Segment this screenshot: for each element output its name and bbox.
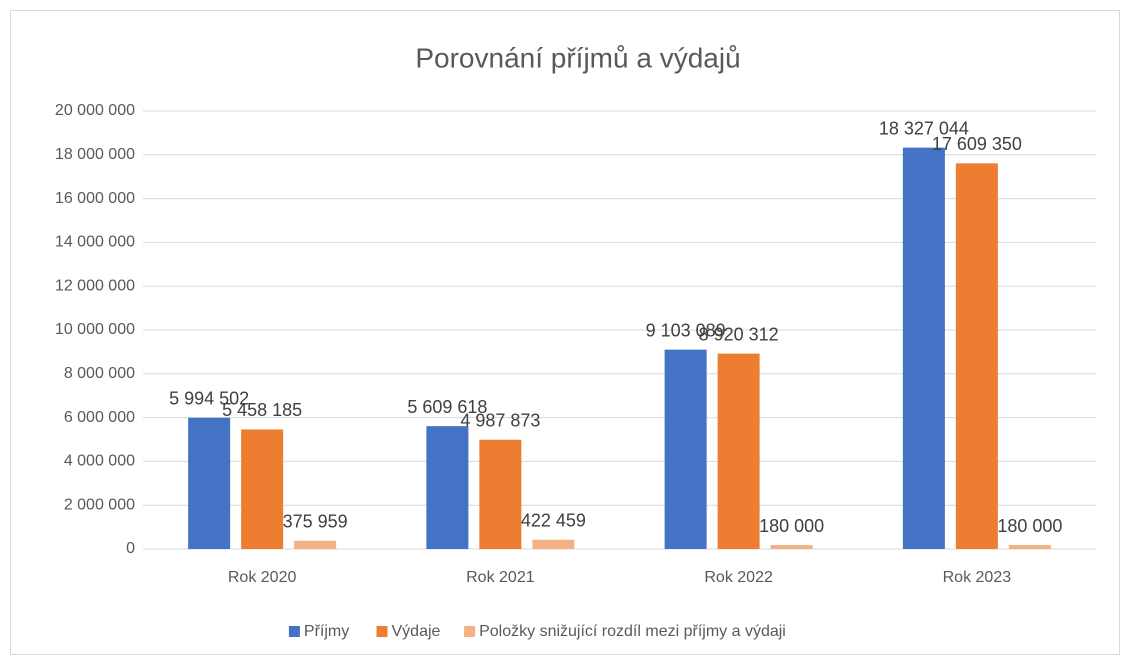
data-label: 5 458 185 — [222, 400, 302, 420]
data-label: 375 959 — [283, 512, 348, 532]
x-tick-label: Rok 2023 — [943, 569, 1012, 586]
y-tick-label: 4 000 000 — [64, 453, 135, 470]
data-label: 9 103 089 — [646, 320, 726, 340]
y-tick-label: 18 000 000 — [55, 146, 135, 163]
x-tick-label: Rok 2021 — [466, 569, 535, 586]
legend-swatch — [464, 626, 476, 637]
bar — [426, 426, 469, 549]
bar — [770, 545, 813, 549]
x-tick-label: Rok 2022 — [704, 569, 773, 586]
bar — [717, 353, 760, 549]
bar — [664, 349, 707, 549]
bar — [532, 539, 575, 549]
chart-border — [10, 10, 1120, 655]
chart-title: Porovnání příjmů a výdajů — [415, 42, 740, 73]
y-tick-label: 16 000 000 — [55, 190, 135, 207]
bar — [955, 163, 998, 550]
legend-swatch — [288, 626, 300, 637]
bar — [294, 540, 337, 549]
data-label: 8 920 312 — [699, 324, 779, 344]
data-label: 5 994 502 — [169, 388, 249, 408]
x-tick-label: Rok 2020 — [228, 569, 297, 586]
y-tick-label: 2 000 000 — [64, 496, 135, 513]
bar — [241, 429, 284, 549]
data-label: 180 000 — [997, 516, 1062, 536]
y-tick-label: 0 — [126, 540, 135, 557]
data-label: 180 000 — [759, 516, 824, 536]
y-tick-label: 14 000 000 — [55, 234, 135, 251]
bar — [1008, 545, 1051, 549]
y-tick-label: 6 000 000 — [64, 409, 135, 426]
data-label: 18 327 044 — [879, 118, 969, 138]
data-label: 4 987 873 — [460, 411, 540, 431]
data-label: 422 459 — [521, 510, 586, 530]
legend-label: Položky snižující rozdíl mezi příjmy a v… — [479, 623, 786, 640]
legend-label: Příjmy — [304, 623, 349, 640]
y-tick-label: 8 000 000 — [64, 365, 135, 382]
y-tick-label: 12 000 000 — [55, 277, 135, 294]
data-label: 17 609 350 — [932, 134, 1022, 154]
bar — [479, 439, 522, 549]
y-tick-label: 20 000 000 — [55, 102, 135, 119]
data-label: 5 609 618 — [407, 397, 487, 417]
bar — [902, 147, 945, 549]
y-tick-label: 10 000 000 — [55, 321, 135, 338]
bar — [188, 417, 231, 549]
legend-label: Výdaje — [392, 623, 441, 640]
legend-swatch — [376, 626, 388, 637]
